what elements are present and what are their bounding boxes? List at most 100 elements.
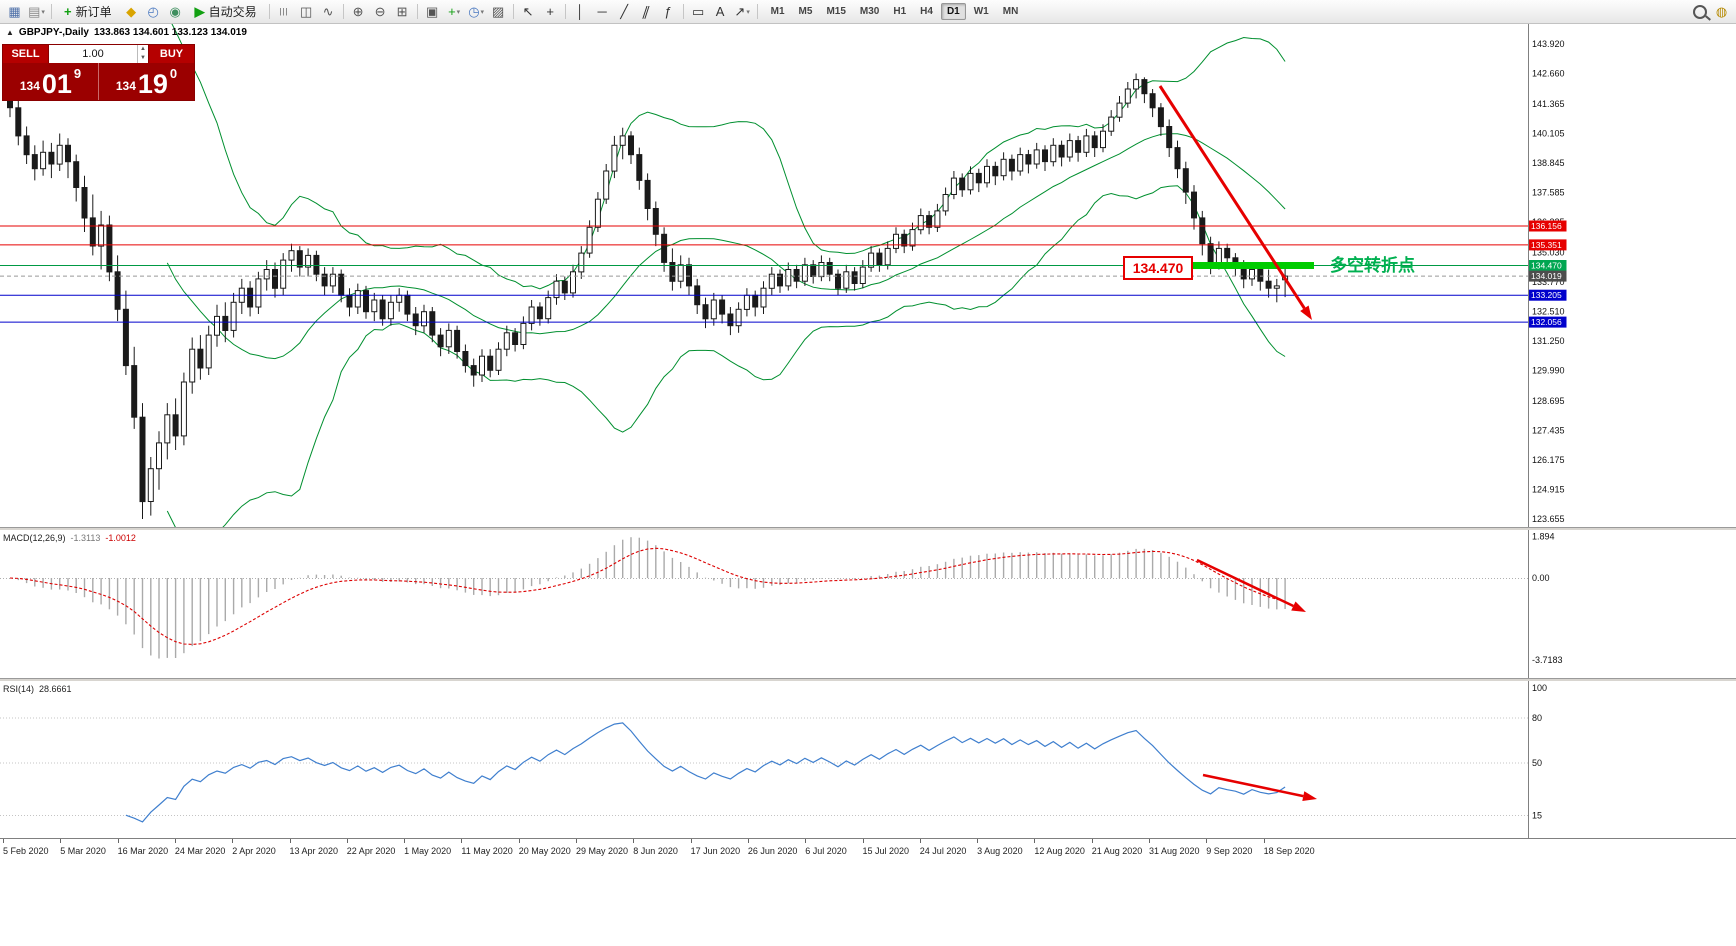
timeframe-h4-button[interactable]: H4 — [920, 6, 933, 17]
auto-trading-button[interactable]: ▶ 自动交易 — [187, 1, 265, 23]
price-axis-label: 141.365 — [1532, 99, 1565, 109]
bar-chart-icon[interactable]: ||| — [274, 2, 295, 22]
tile-windows-icon[interactable]: ⊞ — [392, 2, 413, 22]
price-axis-label: 135.030 — [1532, 247, 1565, 257]
candle-body — [967, 172, 974, 191]
candle-body — [23, 135, 30, 156]
spin-up-icon[interactable]: ▲ — [140, 46, 146, 52]
time-axis-tick — [289, 839, 291, 843]
candlestick-chart-icon[interactable]: ◫ — [296, 2, 317, 22]
community-icon[interactable]: ◍ — [1711, 2, 1732, 22]
volume-value[interactable]: 1.00 — [82, 48, 104, 60]
profiles-icon-glyph: ▤ — [28, 4, 41, 19]
sell-price[interactable]: 134 01 9 — [3, 63, 99, 100]
market-watch-icon[interactable]: ◴ — [143, 2, 164, 22]
time-axis-label: 22 Apr 2020 — [346, 846, 396, 856]
search-icon[interactable] — [1689, 2, 1710, 22]
trend-arrow-rsi[interactable] — [1202, 773, 1317, 801]
main-chart-pane[interactable]: 143.920 142.660 141.365 140.105 138.845 137.5… — [0, 24, 1736, 527]
time-axis-tick — [60, 839, 62, 843]
profiles-icon[interactable]: ▤ ▾ — [26, 2, 47, 22]
objects-list-icon[interactable]: ▣ — [422, 2, 443, 22]
pane-splitter[interactable] — [0, 678, 1736, 681]
volume-field[interactable]: 1.00 ▲ ▼ — [48, 45, 149, 63]
candle-body — [727, 313, 734, 327]
dropdown-caret-icon[interactable]: ▾ — [746, 8, 750, 16]
timeframe-m5-button[interactable]: M5 — [798, 6, 813, 17]
time-axis[interactable]: 5 Feb 2020 5 Mar 2020 16 Mar 2020 24 Mar 20… — [0, 838, 1736, 862]
candle-body — [313, 254, 320, 275]
candle-body — [205, 334, 212, 369]
candle-body — [1182, 168, 1189, 193]
zoom-out-icon[interactable]: ⊖ — [370, 2, 391, 22]
toolbar-separator — [756, 4, 758, 19]
pane-splitter[interactable] — [0, 527, 1736, 530]
sell-button[interactable]: SELL — [3, 45, 48, 63]
channel-icon[interactable]: ∥ — [636, 2, 657, 22]
line-chart-icon[interactable]: ∿ — [318, 2, 339, 22]
chart-window[interactable]: 143.920 142.660 141.365 140.105 138.845 137.5… — [0, 24, 1736, 946]
highlight-bar[interactable] — [1192, 262, 1314, 269]
one-click-collapse-icon[interactable]: ▲ — [6, 28, 14, 37]
time-axis-label: 1 May 2020 — [404, 846, 452, 856]
candle-body — [156, 442, 162, 470]
timeframe-h1-button[interactable]: H1 — [893, 6, 907, 17]
annotation-note[interactable]: 多空转折点 — [1330, 255, 1415, 275]
trend-arrow-rsi-line — [1202, 773, 1304, 798]
crosshair-icon[interactable]: + — [540, 2, 561, 22]
fibonacci-icon[interactable]: ƒ — [658, 2, 679, 22]
candle-body — [793, 269, 800, 282]
volume-spinner[interactable]: ▲ ▼ — [137, 45, 148, 63]
buy-button[interactable]: BUY — [149, 45, 194, 63]
timeframe-d1-button[interactable]: D1 — [940, 3, 966, 20]
buy-price[interactable]: 134 19 0 — [115, 66, 178, 100]
dropdown-caret-icon[interactable]: ▾ — [456, 8, 461, 16]
spin-down-icon[interactable]: ▼ — [140, 55, 146, 61]
time-axis-label: 12 Aug 2020 — [1034, 846, 1085, 856]
timeframe-mn-button[interactable]: MN — [1002, 6, 1019, 17]
time-axis-label: 3 Aug 2020 — [977, 846, 1023, 856]
period-icon[interactable]: ◷ ▾ — [466, 2, 487, 22]
candle-body — [652, 208, 659, 235]
candle-body — [785, 269, 792, 287]
vertical-line-icon[interactable]: │ — [570, 2, 591, 22]
timeframe-m15-button[interactable]: M15 — [826, 6, 846, 17]
timeframe-m1-button[interactable]: M1 — [770, 6, 785, 17]
trend-arrow-rsi-head — [1302, 791, 1317, 801]
indicator-add-icon[interactable]: + ▾ — [444, 2, 465, 22]
candle-body — [901, 233, 908, 247]
text-label-icon[interactable]: A — [710, 2, 731, 22]
candle-body — [89, 217, 96, 247]
horizontal-line-icon[interactable]: ─ — [592, 2, 613, 22]
candle-body — [81, 187, 88, 219]
time-axis-label: 16 Mar 2020 — [117, 846, 169, 856]
dropdown-caret-icon[interactable]: ▾ — [41, 8, 45, 16]
macd-pane[interactable]: 1.894 0.00 -3.7183 MACD(12,26,9) -1.3113 -1.0… — [0, 530, 1736, 678]
dropdown-caret-icon[interactable]: ▾ — [480, 8, 485, 16]
new-chart-icon[interactable]: ▦ — [4, 2, 25, 22]
time-axis-label: 11 May 2020 — [461, 846, 513, 856]
navigator-icon[interactable]: ◉ — [165, 2, 186, 22]
chart-properties-icon[interactable]: ▨ — [488, 2, 509, 22]
candle-body — [926, 215, 933, 228]
trend-arrow-main[interactable] — [1158, 85, 1312, 320]
cursor-icon[interactable]: ↖ — [518, 2, 539, 22]
candle-body — [984, 165, 990, 184]
metaeditor-icon[interactable]: ◆ — [121, 2, 142, 22]
timeframe-m30-button[interactable]: M30 — [859, 6, 880, 17]
timeframe-w1-button[interactable]: W1 — [973, 6, 989, 17]
rsi-pane[interactable]: 100 80 50 15 RSI(14) 28.6661 — [0, 681, 1736, 838]
trendline-icon[interactable]: ╱ — [614, 2, 635, 22]
candle-body — [1025, 154, 1032, 165]
shapes-icon[interactable]: ▭ — [688, 2, 709, 22]
new-order-button[interactable]: + 新订单 — [56, 1, 120, 23]
zoom-in-icon[interactable]: ⊕ — [348, 2, 369, 22]
crosshair-icon-glyph: + — [546, 4, 554, 19]
price-badge-label: 136.156 — [1531, 221, 1562, 231]
arrow-object-icon[interactable]: ↗ ▾ — [732, 2, 753, 22]
trend-arrow-macd[interactable] — [1196, 558, 1306, 612]
time-axis-tick — [1206, 839, 1208, 843]
candle-body — [114, 271, 121, 310]
candle-body — [214, 315, 220, 336]
price-label-box[interactable] — [1123, 256, 1193, 280]
